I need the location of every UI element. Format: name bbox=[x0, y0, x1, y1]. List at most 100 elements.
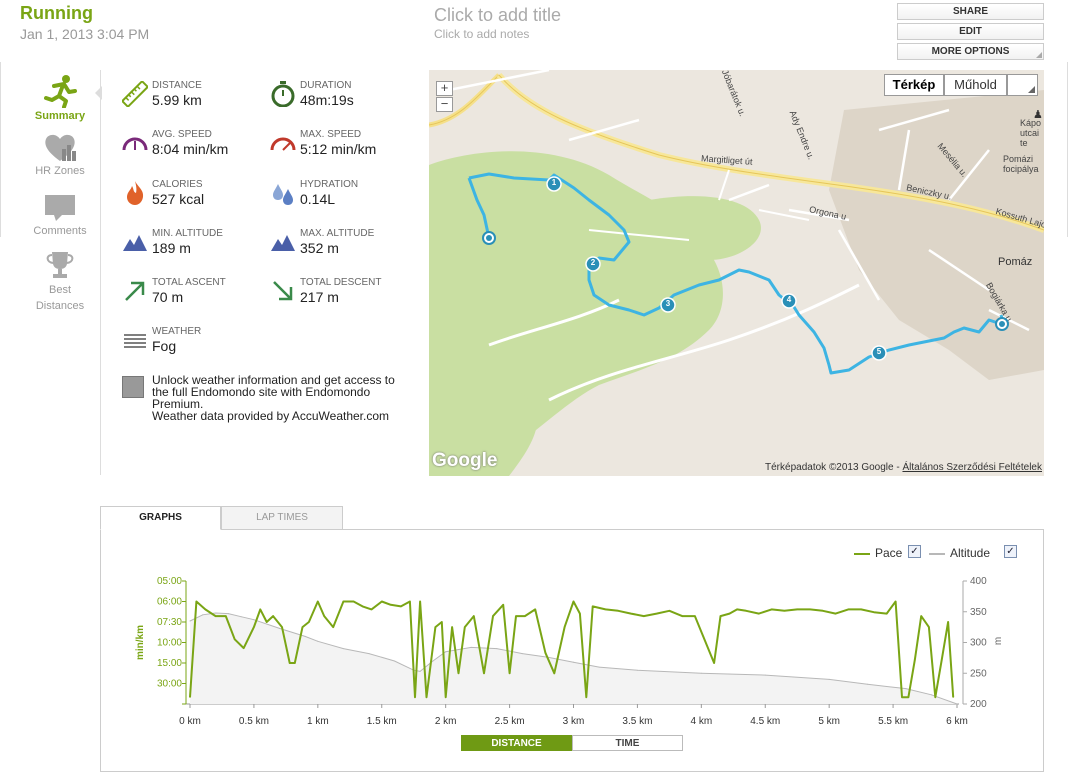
stat-label: DISTANCE bbox=[152, 80, 202, 91]
pace-legend-label: Pace bbox=[875, 546, 903, 560]
add-title-field[interactable]: Click to add title bbox=[434, 5, 562, 25]
premium-icon bbox=[122, 376, 144, 398]
km-marker bbox=[585, 256, 601, 272]
stat-label: HYDRATION bbox=[300, 179, 359, 190]
sidebar-item-label: Best Distances bbox=[35, 284, 85, 312]
town-label: Pomáz bbox=[998, 256, 1033, 268]
km-marker-label: 2 bbox=[590, 258, 596, 267]
km-marker-label: 5 bbox=[876, 347, 882, 356]
heart-chart-icon bbox=[45, 134, 76, 161]
corner-triangle-icon bbox=[1036, 52, 1042, 58]
stat-total-ascent: TOTAL ASCENT 70 m bbox=[122, 277, 262, 317]
arrow-up-right-icon bbox=[125, 281, 145, 301]
sidebar-item-hr-zones[interactable]: HR Zones bbox=[20, 133, 100, 177]
km-marker-label: 1 bbox=[551, 178, 557, 187]
promo-text[interactable]: Unlock weather information and get acces… bbox=[152, 374, 412, 422]
promo-message: Unlock weather information and get acces… bbox=[152, 373, 395, 411]
weather-credit: Weather data provided by AccuWeather.com bbox=[152, 409, 390, 423]
stat-value: 0.14L bbox=[300, 191, 336, 207]
poi-marker-icon: ♟ bbox=[1033, 109, 1043, 121]
stat-label: MAX. SPEED bbox=[300, 129, 362, 140]
edit-button[interactable]: EDIT bbox=[897, 23, 1044, 40]
stat-max-altitude: MAX. ALTITUDE 352 m bbox=[270, 228, 410, 268]
ruler-icon bbox=[122, 81, 148, 107]
runner-icon bbox=[44, 75, 77, 108]
zoom-out-button[interactable]: − bbox=[436, 97, 453, 112]
route-map[interactable]: Jóbarátok u. Margitliget út Ady Endre u.… bbox=[429, 70, 1044, 476]
fog-icon bbox=[124, 334, 146, 348]
stat-label: TOTAL ASCENT bbox=[152, 277, 226, 288]
gauge-max-icon bbox=[270, 137, 296, 151]
divider bbox=[0, 62, 1, 237]
google-logo: Google bbox=[432, 450, 498, 471]
more-options-label: MORE OPTIONS bbox=[931, 46, 1010, 57]
mountain-icon bbox=[271, 235, 295, 251]
stat-value: 48m:19s bbox=[300, 92, 354, 108]
sidebar-item-summary[interactable]: Summary bbox=[20, 74, 100, 122]
stat-max-speed: MAX. SPEED 5:12 min/km bbox=[270, 129, 410, 169]
sidebar-item-best-distances[interactable]: Best Distances bbox=[20, 250, 100, 314]
stat-value: 8:04 min/km bbox=[152, 141, 229, 157]
altitude-legend-label: Altitude bbox=[950, 546, 991, 560]
stat-label: DURATION bbox=[300, 80, 352, 91]
mode-distance-button[interactable]: DISTANCE bbox=[461, 735, 572, 751]
map-attribution: Térképadatok ©2013 Google - Általános Sz… bbox=[765, 462, 1042, 473]
mode-time-button[interactable]: TIME bbox=[572, 735, 683, 751]
stat-total-descent: TOTAL DESCENT 217 m bbox=[270, 277, 410, 317]
workout-date: Jan 1, 2013 3:04 PM bbox=[20, 26, 150, 42]
pace-checkbox[interactable]: ✓ bbox=[908, 545, 921, 558]
divider bbox=[100, 70, 101, 475]
expand-icon bbox=[1028, 86, 1035, 93]
terms-link[interactable]: Általános Szerződési Feltételek bbox=[902, 462, 1042, 473]
poi-label: Pomázi focipálya bbox=[1003, 154, 1039, 174]
stat-label: TOTAL DESCENT bbox=[300, 277, 382, 288]
sidebar-item-label: HR Zones bbox=[35, 165, 85, 177]
zoom-in-button[interactable]: + bbox=[436, 81, 453, 96]
more-options-button[interactable]: MORE OPTIONS bbox=[897, 43, 1044, 60]
add-notes-field[interactable]: Click to add notes bbox=[434, 27, 530, 41]
stopwatch-icon bbox=[271, 81, 295, 107]
stat-value: 5.99 km bbox=[152, 92, 202, 108]
stat-label: MAX. ALTITUDE bbox=[300, 228, 375, 239]
finish-marker bbox=[995, 317, 1009, 331]
altitude-checkbox[interactable]: ✓ bbox=[1004, 545, 1017, 558]
stat-value: 352 m bbox=[300, 240, 339, 256]
km-marker bbox=[871, 345, 887, 361]
stat-label: MIN. ALTITUDE bbox=[152, 228, 223, 239]
km-marker-label: 3 bbox=[665, 299, 671, 308]
route-markers bbox=[482, 176, 1009, 361]
speech-bubble-icon bbox=[45, 195, 75, 221]
sidebar-item-label: Summary bbox=[34, 110, 86, 122]
map-type-satellite-button[interactable]: Műhold bbox=[944, 74, 1007, 96]
stat-value: 70 m bbox=[152, 289, 184, 305]
tab-lap-times[interactable]: LAP TIMES bbox=[221, 506, 343, 530]
attribution-text: Térképadatok ©2013 Google - bbox=[765, 462, 903, 473]
fullscreen-button[interactable] bbox=[1007, 74, 1038, 96]
stat-avg-speed: AVG. SPEED 8:04 min/km bbox=[122, 129, 262, 169]
km-marker-label: 4 bbox=[786, 295, 792, 304]
sidebar-item-label: Comments bbox=[33, 225, 87, 237]
tab-graphs[interactable]: GRAPHS bbox=[100, 506, 221, 530]
stat-distance: DISTANCE 5.99 km bbox=[122, 80, 262, 120]
stat-calories: CALORIES 527 kcal bbox=[122, 179, 262, 219]
stat-value: 189 m bbox=[152, 240, 191, 256]
stat-value: 5:12 min/km bbox=[300, 141, 377, 157]
mountain-icon bbox=[123, 235, 147, 251]
stat-label: WEATHER bbox=[152, 326, 202, 337]
stat-value: 527 kcal bbox=[152, 191, 205, 207]
flame-icon bbox=[127, 181, 144, 205]
stat-weather: WEATHER Fog bbox=[122, 326, 262, 366]
stat-hydration: HYDRATION 0.14L bbox=[270, 179, 410, 219]
stat-value: 217 m bbox=[300, 289, 339, 305]
map-type-map-button[interactable]: Térkép bbox=[884, 74, 944, 96]
share-button[interactable]: SHARE bbox=[897, 3, 1044, 20]
arrow-down-right-icon bbox=[273, 281, 293, 301]
altitude-legend-swatch bbox=[929, 553, 945, 555]
active-nav-pointer bbox=[95, 86, 102, 100]
workout-type: Running bbox=[20, 3, 93, 23]
km-marker bbox=[781, 293, 797, 309]
stat-duration: DURATION 48m:19s bbox=[270, 80, 410, 120]
sidebar-item-comments[interactable]: Comments bbox=[20, 193, 100, 237]
km-marker bbox=[546, 176, 562, 192]
graph-panel bbox=[100, 529, 1044, 772]
